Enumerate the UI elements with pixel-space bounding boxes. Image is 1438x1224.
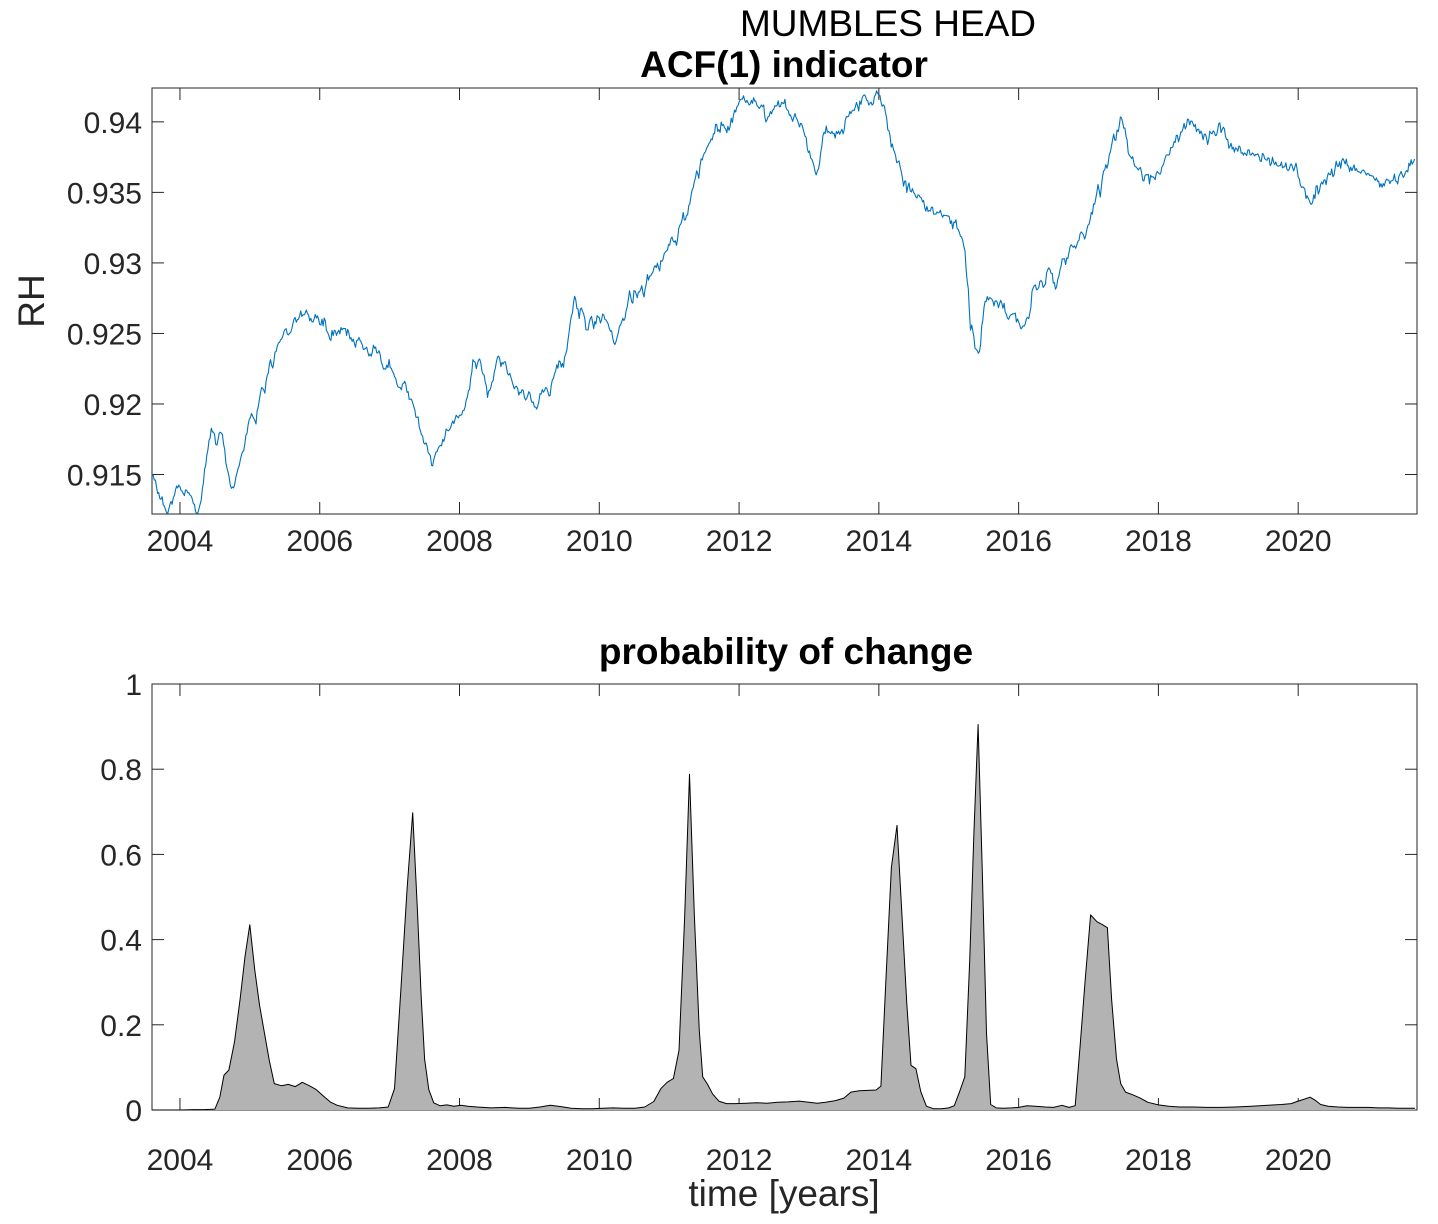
acf-x-tick-label: 2006 (286, 525, 353, 558)
acf-x-tick-label: 2014 (845, 525, 912, 558)
acf-x-tick-label: 2008 (426, 525, 493, 558)
acf-x-tick-label: 2010 (566, 525, 633, 558)
prob-y-tick-label: 0.6 (100, 839, 142, 872)
prob-x-tick-label: 2004 (147, 1144, 214, 1177)
acf-x-tick-label: 2016 (985, 525, 1052, 558)
acf-y-tick-label: 0.935 (67, 177, 142, 210)
prob-x-tick-label: 2012 (706, 1144, 773, 1177)
probability-plot: probability of change time [years] 2004 2… (100, 631, 1418, 1214)
acf-y-tick-label: 0.94 (84, 107, 142, 140)
prob-x-tick-label: 2006 (286, 1144, 353, 1177)
prob-y-tick-label: 0 (125, 1095, 142, 1128)
acf-y-tick-label: 0.92 (84, 389, 142, 422)
rh-axis-label: RH (11, 274, 52, 327)
acf-x-tick-label: 2012 (706, 525, 773, 558)
prob-y-tick-label: 0.8 (100, 754, 142, 787)
prob-x-tick-label: 2018 (1125, 1144, 1192, 1177)
prob-x-tick-label: 2010 (566, 1144, 633, 1177)
prob-x-tick-label: 2016 (985, 1144, 1052, 1177)
acf-y-tick-label: 0.915 (67, 460, 142, 493)
acf-x-tick-label: 2018 (1125, 525, 1192, 558)
time-axis-label: time [years] (688, 1173, 879, 1214)
acf-y-tick-label: 0.925 (67, 318, 142, 351)
prob-x-tick-label: 2014 (845, 1144, 912, 1177)
acf-axes: 2004 2006 2008 2010 2012 2014 2016 2018 2020 0.91… (67, 87, 1418, 558)
acf-x-tick-label: 2004 (147, 525, 214, 558)
acf-y-tick-label: 0.93 (84, 248, 142, 281)
acf-x-tick-label: 2020 (1265, 525, 1332, 558)
rh-series-line (151, 90, 1416, 514)
acf-plot-border (151, 87, 1418, 515)
acf-plot-title: ACF(1) indicator (640, 44, 928, 85)
prob-y-tick-label: 0.4 (100, 925, 142, 958)
prob-y-tick-label: 1 (125, 669, 142, 702)
prob-x-tick-label: 2020 (1265, 1144, 1332, 1177)
probability-series-group (152, 724, 1415, 1111)
probability-area (152, 724, 1415, 1110)
probability-area-edge (152, 724, 1415, 1111)
acf-plot: ACF(1) indicator RH 2004 2006 2008 2010 2012… (11, 44, 1418, 558)
prob-plot-border (151, 683, 1418, 1111)
prob-y-tick-label: 0.2 (100, 1010, 142, 1043)
prob-x-tick-label: 2008 (426, 1144, 493, 1177)
probability-plot-title: probability of change (599, 631, 973, 672)
figure-suptitle: MUMBLES HEAD (740, 3, 1036, 44)
acf-series-group (151, 90, 1416, 514)
probability-axes: 2004 2006 2008 2010 2012 2014 2016 2018 2020 0 0.2… (100, 669, 1418, 1177)
